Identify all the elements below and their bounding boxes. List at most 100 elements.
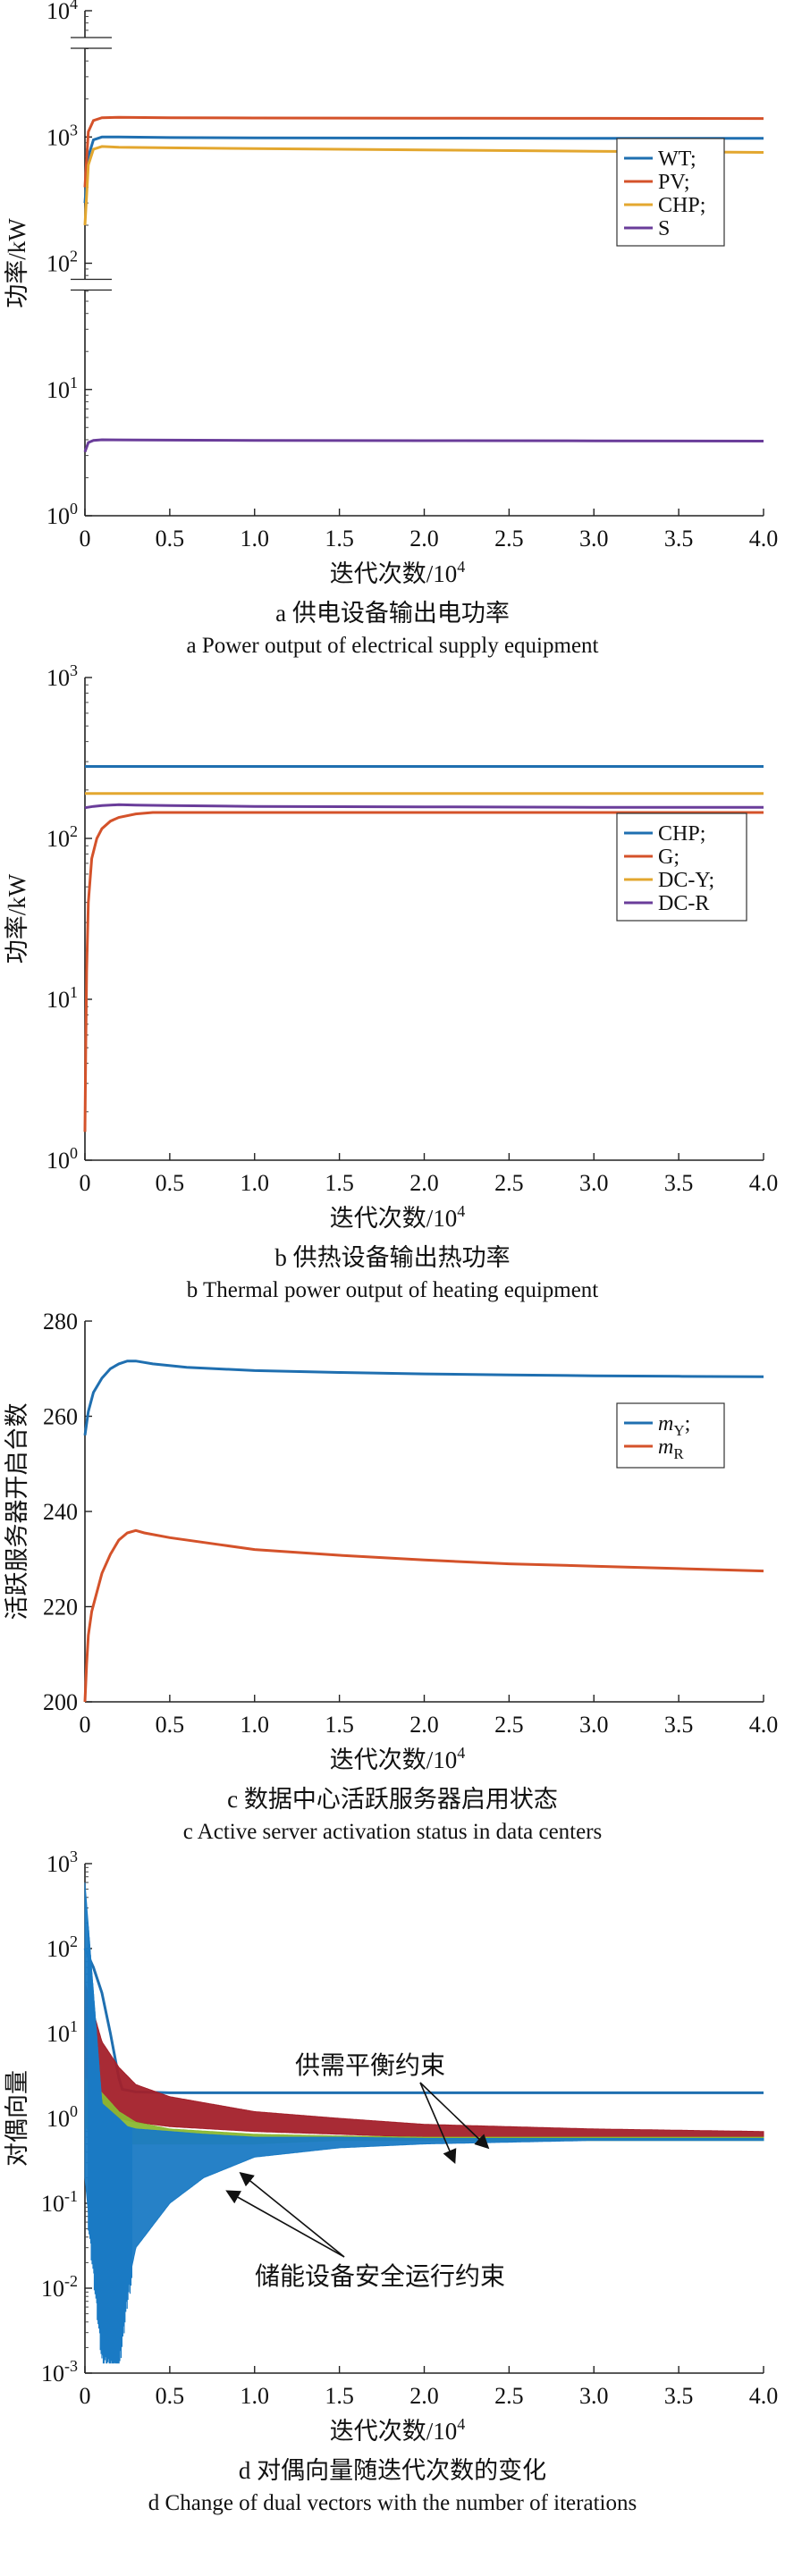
x-tick-label: 0.5 <box>156 1712 185 1738</box>
x-tick-label: 0 <box>80 1712 91 1738</box>
y-tick-label: 240 <box>43 1499 78 1525</box>
annotation-arrow-1 <box>419 2082 457 2164</box>
x-axis-label-main: 迭代次数/10 <box>330 1747 458 1773</box>
y-tick-label: 101 <box>46 983 78 1013</box>
x-tick-label: 0 <box>80 2383 91 2409</box>
legend-label-name: PV; <box>658 171 690 194</box>
x-tick-label: 0.5 <box>156 526 185 551</box>
y-axis-label: 活跃服务器开启台数 <box>4 1403 30 1621</box>
y-tick-label: 100 <box>46 1144 78 1174</box>
x-tick-label: 3.0 <box>579 526 609 551</box>
y-tick-label-base: 10 <box>46 665 70 691</box>
panel-c-active-servers: 0 0.5 1.0 1.5 2.0 2.5 3.0 3.5 4.0 200 220 240 260 280… <box>4 1309 778 1844</box>
y-axis-label: 对偶向量 <box>4 2070 30 2167</box>
legend-box <box>616 1402 725 1469</box>
x-axis-label: 迭代次数/104 <box>330 1744 466 1773</box>
y-tick-label-base: 10 <box>46 251 70 277</box>
legend-label-name: CHP; <box>658 822 705 846</box>
y-tick-label-base: 10 <box>46 826 70 852</box>
legend-label-name: WT; <box>658 147 696 171</box>
series-line-1 <box>83 1528 764 1703</box>
x-tick-label: 3.0 <box>579 2383 609 2409</box>
legend-label-sub: Y <box>673 1422 684 1439</box>
x-axis-label: 迭代次数/104 <box>330 558 466 587</box>
legend-label-sub: R <box>673 1445 684 1462</box>
legend-label-1: mR <box>658 1435 684 1462</box>
x-tick-label: 1.0 <box>241 526 270 551</box>
panel-a-supply-power: 0 0.5 1.0 1.5 2.0 2.5 3.0 3.5 4.0100101102103104… <box>4 0 778 658</box>
x-axis-label-exp: 4 <box>457 2415 465 2433</box>
annotation-storage-safety: 储能设备安全运行约束 <box>255 2262 505 2291</box>
x-tick-label: 1.0 <box>241 1712 270 1738</box>
caption-cn: b 供热设备输出热功率 <box>274 1244 510 1271</box>
x-tick-label: 2.0 <box>409 526 439 551</box>
annotation-supply-demand: 供需平衡约束 <box>295 2051 445 2080</box>
x-tick-label: 0.5 <box>156 1170 185 1196</box>
y-tick-label-exp: 1 <box>70 983 78 1001</box>
legend-label-1: G; <box>658 846 679 869</box>
legend-label-0: mY; <box>658 1412 690 1439</box>
legend-label-name: S <box>658 217 670 240</box>
y-tick-label-base: 10 <box>46 1936 70 1962</box>
x-tick-label: 0 <box>80 1170 91 1196</box>
y-tick-label-exp: 1 <box>70 374 78 391</box>
y-tick-label: 102 <box>46 822 78 852</box>
y-tick-label-exp: 1 <box>70 2017 78 2035</box>
series-band-3 <box>84 1882 764 2360</box>
y-tick-label-exp: 3 <box>70 121 78 139</box>
y-tick-label-base: 10 <box>46 2106 70 2132</box>
y-tick-label-base: 10 <box>41 2191 64 2217</box>
annotation-arrow-0 <box>419 2082 490 2150</box>
x-tick-label: 0.5 <box>156 2383 185 2409</box>
series-spikes-3 <box>88 1926 132 2364</box>
y-tick-label: 220 <box>43 1595 78 1621</box>
y-tick-label-base: 10 <box>41 2276 64 2302</box>
x-axis-label-exp: 4 <box>457 1744 465 1762</box>
y-tick-label-base: 10 <box>46 1148 70 1174</box>
y-tick-label-base: 10 <box>46 377 70 403</box>
x-tick-label: 2.5 <box>494 526 524 551</box>
y-tick-label: 280 <box>43 1309 78 1334</box>
legend-label-3: DC-R <box>658 892 709 915</box>
y-tick-label-base: 10 <box>46 0 70 24</box>
panel-b-heating-power: 0 0.5 1.0 1.5 2.0 2.5 3.0 3.5 4.0100101102103CHP… <box>4 661 778 1302</box>
legend-label-name: G; <box>658 846 679 869</box>
y-tick-label: 103 <box>46 1848 78 1877</box>
x-tick-label: 1.5 <box>325 1170 354 1196</box>
x-tick-label: 3.5 <box>664 2383 694 2409</box>
x-tick-label: 0 <box>80 526 91 551</box>
y-tick-label-exp: 4 <box>70 0 78 13</box>
annotation-arrow-2 <box>239 2171 345 2258</box>
y-tick-label-exp: -1 <box>64 2187 78 2205</box>
y-axis-label: 功率/kW <box>4 873 30 964</box>
annotation-arrow-3 <box>225 2190 345 2258</box>
y-tick-label-exp: 3 <box>70 661 78 679</box>
y-tick-label-exp: -2 <box>64 2272 78 2290</box>
y-axis-label: 功率/kW <box>4 218 30 308</box>
legend-label-name: DC-Y; <box>658 869 714 892</box>
x-axis-label-main: 迭代次数/10 <box>330 560 458 587</box>
y-tick-label-exp: 0 <box>70 2102 78 2120</box>
x-tick-label: 2.0 <box>409 1170 439 1196</box>
y-tick-label: 10-1 <box>41 2187 78 2217</box>
x-tick-label: 1.5 <box>325 2383 354 2409</box>
axis-break-gap <box>72 38 97 48</box>
series-line-0 <box>83 135 764 204</box>
x-axis-label-main: 迭代次数/10 <box>330 2418 458 2445</box>
x-tick-label: 3.5 <box>664 1170 694 1196</box>
x-tick-label: 3.5 <box>664 1712 694 1738</box>
legend-label-name: CHP; <box>658 194 705 217</box>
x-axis-label: 迭代次数/104 <box>330 2415 466 2445</box>
y-tick-label-exp: 2 <box>70 248 78 265</box>
series-line-1 <box>83 811 764 1132</box>
caption-en: d Change of dual vectors with the number… <box>148 2491 637 2515</box>
y-tick-label: 103 <box>46 661 78 691</box>
y-tick-label-base: 10 <box>41 2361 64 2387</box>
y-tick-label: 260 <box>43 1404 78 1430</box>
legend-label-2: DC-Y; <box>658 869 714 892</box>
legend-label-name: DC-R <box>658 892 709 915</box>
x-tick-label: 1.0 <box>241 2383 270 2409</box>
x-tick-label: 2.0 <box>409 1712 439 1738</box>
caption-en: b Thermal power output of heating equipm… <box>187 1278 599 1302</box>
